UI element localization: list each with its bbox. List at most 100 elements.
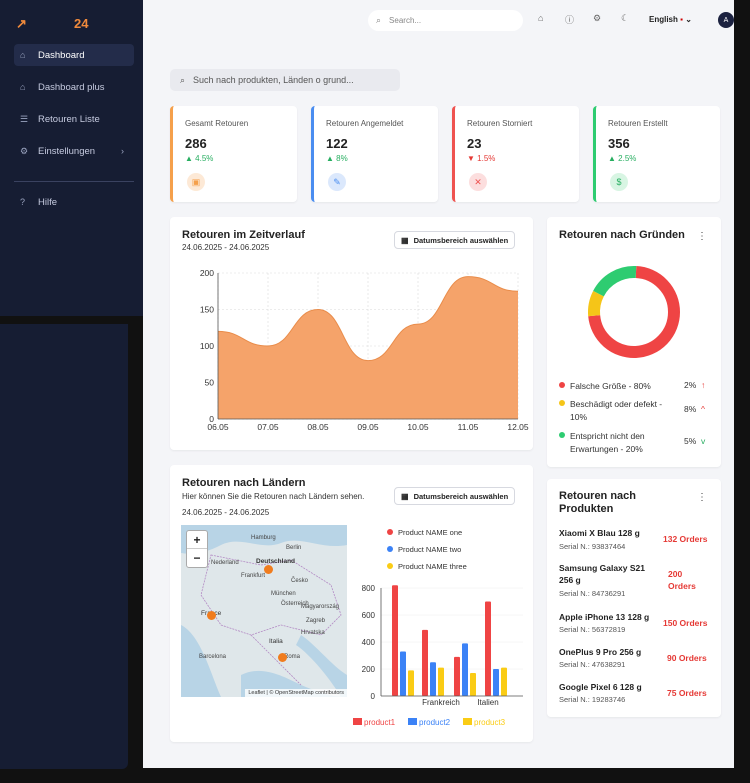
kpi-change: ▼ 1.5% <box>467 154 496 163</box>
date-range-button[interactable]: ▦ Datumsbereich auswählen <box>394 487 516 505</box>
chevron-down-icon: v <box>701 436 706 446</box>
map-marker[interactable] <box>278 653 287 662</box>
reason-row: Falsche Größe - 80% 2% ↑ <box>559 380 705 393</box>
legend-label: product1 <box>364 718 396 727</box>
legend-label: Product NAME one <box>398 528 462 537</box>
calendar-icon: ▦ <box>401 235 409 245</box>
dollar-icon: $ <box>610 173 628 191</box>
italy-border <box>250 634 302 686</box>
more-icon[interactable]: ⋮ <box>697 231 707 242</box>
sidebar-item-label: Retouren Liste <box>38 113 100 125</box>
legend-label: Product NAME three <box>398 562 467 571</box>
map-label: Česko <box>291 578 309 584</box>
gear-icon: ⚙ <box>20 145 29 156</box>
reason-label: Entspricht nicht den Erwartungen - 20% <box>570 431 645 454</box>
map-label: Hamburg <box>251 535 276 541</box>
map-label: Berlin <box>286 545 302 551</box>
map-label: Roma <box>284 654 301 660</box>
home-icon: ⌂ <box>20 82 26 92</box>
y-tick-label: 200 <box>362 665 376 674</box>
y-tick-label: 800 <box>362 584 376 593</box>
map-label: Magyarország <box>301 604 340 610</box>
box-icon: ▣ <box>187 173 205 191</box>
more-icon[interactable]: ⋮ <box>697 492 707 503</box>
legend-dot <box>559 400 565 406</box>
y-tick-label: 50 <box>205 378 215 388</box>
kpi-label: Retouren Angemeldet <box>326 119 404 128</box>
kpi-label: Retouren Storniert <box>467 119 533 128</box>
bar <box>462 643 468 696</box>
kpi-card-erstellt[interactable]: Retouren Erstellt 356 ▲ 2.5% $ <box>593 106 720 202</box>
legend-label: product3 <box>474 718 506 727</box>
product-name: Apple iPhone 13 128 g <box>559 612 650 622</box>
donut-slice <box>593 266 637 297</box>
countries-card: Retouren nach Ländern Hier können Sie di… <box>170 465 533 742</box>
kpi-change: ▲ 2.5% <box>608 154 637 163</box>
atlantic-shape <box>181 625 221 697</box>
kpi-card-storniert[interactable]: Retouren Storniert 23 ▼ 1.5% ✕ <box>452 106 579 202</box>
kpi-card-gesamt[interactable]: Gesamt Retouren 286 ▲ 4.5% ▣ <box>170 106 297 202</box>
map-label: München <box>271 591 296 597</box>
map-label: Hrvatska <box>301 630 325 636</box>
kpi-card-angemeldet[interactable]: Retouren Angemeldet 122 ▲ 8% ✎ <box>311 106 438 202</box>
zoom-in-button[interactable]: + <box>187 531 207 549</box>
sidebar-item-label: Einstellungen <box>38 145 96 157</box>
sidebar-item-label: Dashboard <box>38 49 85 61</box>
x-tick-label: 10.05 <box>407 422 429 432</box>
sidebar-item-dashboard[interactable]: ⌂ Dashboard <box>14 44 134 66</box>
map-zoom-control: + − <box>186 530 208 568</box>
sidebar-item-hilfe[interactable]: ? Hilfe <box>14 191 134 213</box>
bar <box>392 585 398 696</box>
kpi-label: Retouren Erstellt <box>608 119 668 128</box>
settings-icon[interactable]: ⚙ <box>593 13 602 23</box>
product-serial: Serial N.: 93837464 <box>559 542 626 551</box>
bar <box>422 629 428 696</box>
donut-slice <box>588 290 604 317</box>
bar <box>485 601 491 696</box>
topbar-search-input[interactable]: ⌕ Search... <box>368 10 523 31</box>
x-tick-label: 09.05 <box>357 422 379 432</box>
reason-pct: 8% <box>684 404 697 414</box>
avatar[interactable]: A <box>718 12 734 28</box>
map-label: Italia <box>269 638 283 645</box>
language-select[interactable]: English ▪ ⌄ <box>649 15 692 24</box>
sidebar-item-retouren-liste[interactable]: ☰ Retouren Liste <box>14 108 134 130</box>
y-tick-label: 600 <box>362 611 376 620</box>
sidebar-item-label: Dashboard plus <box>38 81 105 93</box>
x-tick-label: 06.05 <box>207 422 229 432</box>
donut-chart <box>588 266 680 358</box>
europe-map[interactable]: Hamburg Berlin Nederland Deutschland Fra… <box>181 525 347 697</box>
map-marker[interactable] <box>207 611 216 620</box>
y-tick-label: 200 <box>200 268 214 278</box>
legend-dot <box>559 432 565 438</box>
edit-icon: ✎ <box>328 173 346 191</box>
map-attribution[interactable]: Leaflet | © OpenStreetMap contributors <box>245 689 347 697</box>
main-search-input[interactable]: ⌕ Such nach produkten, Länden o grund... <box>170 69 400 91</box>
moon-icon[interactable]: ☾ <box>621 13 630 23</box>
legend-label: Product NAME two <box>398 545 461 554</box>
help-icon: ? <box>20 197 26 207</box>
x-tick-label: Frankreich <box>422 698 460 707</box>
product-name: Google Pixel 6 128 g <box>559 682 642 692</box>
info-icon[interactable]: ⓘ <box>565 15 575 25</box>
bell-icon[interactable]: ⌂ <box>538 13 544 23</box>
logo-icon: ↗ <box>16 16 27 31</box>
map-marker[interactable] <box>264 565 273 574</box>
adriatic-shape <box>296 635 347 697</box>
zoom-out-button[interactable]: − <box>193 551 201 565</box>
logo[interactable]: ↗ 24 <box>16 16 88 32</box>
sidebar-item-dashboard-plus[interactable]: ⌂ Dashboard plus <box>14 76 134 98</box>
reason-row: Beschädigt oder defekt - 10% 8% ^ <box>559 398 705 424</box>
x-tick-label: 08.05 <box>307 422 329 432</box>
legend-swatch <box>353 718 362 725</box>
date-range-button[interactable]: ▦ Datumsbereich auswählen <box>394 231 516 249</box>
sidebar-lower-panel <box>0 324 128 769</box>
product-serial: Serial N.: 47638291 <box>559 660 626 669</box>
legend-dot <box>387 563 393 569</box>
main-content: ⌕ Search... ⌂ ⓘ ⚙ ☾ English ▪ ⌄ A ⌕ Such… <box>143 0 734 768</box>
sidebar-item-einstellungen[interactable]: ⚙ Einstellungen › <box>14 140 134 162</box>
legend-dot <box>387 546 393 552</box>
product-name: Samsung Galaxy S21 256 g <box>559 563 645 585</box>
north-sea-shape <box>181 525 347 554</box>
topbar-search-placeholder: Search... <box>389 16 422 25</box>
